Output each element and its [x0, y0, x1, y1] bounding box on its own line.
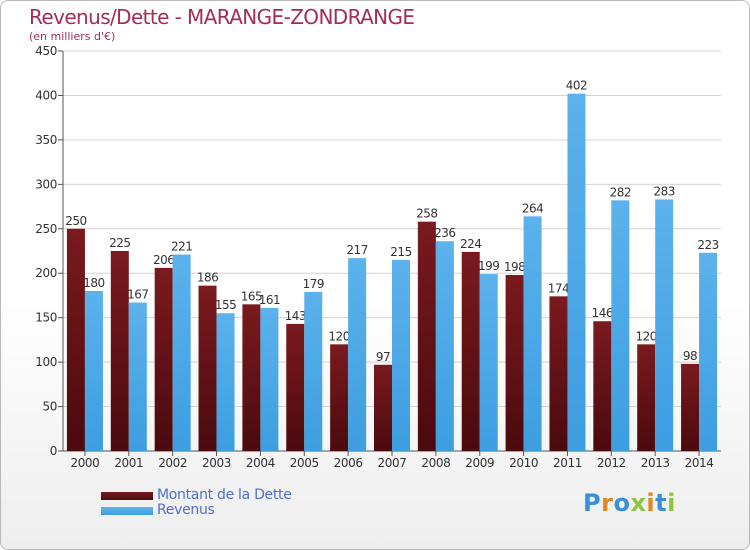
x-tick-label: 2001 — [114, 456, 143, 470]
x-tick-label: 2006 — [334, 456, 363, 470]
data-label-revenus: 179 — [303, 277, 324, 291]
bar-dette — [110, 251, 129, 451]
data-label-revenus: 223 — [697, 238, 718, 252]
bar-dette — [374, 364, 392, 451]
bar-dette — [417, 221, 436, 451]
y-tick-label: 50 — [43, 400, 57, 414]
bar-dette — [154, 267, 173, 451]
bar-dette — [505, 275, 524, 451]
data-label-revenus: 199 — [478, 259, 499, 273]
x-tick-label: 2009 — [465, 456, 494, 470]
data-label-dette: 224 — [460, 237, 481, 251]
bar-dette — [286, 323, 305, 451]
bar-revenus — [435, 241, 454, 451]
data-label-dette: 120 — [328, 329, 349, 343]
bar-revenus — [392, 259, 410, 451]
bar-revenus — [172, 254, 191, 451]
x-tick-label: 2008 — [421, 456, 450, 470]
chart-title: Revenus/Dette - MARANGE-ZONDRANGE — [29, 5, 415, 29]
data-label-revenus: 402 — [566, 79, 587, 93]
bar-revenus — [260, 307, 279, 451]
bar-dette — [681, 363, 700, 451]
x-tick-label: 2010 — [509, 456, 538, 470]
bar-dette — [461, 251, 480, 451]
bar-revenus — [523, 216, 542, 451]
data-label-dette: 146 — [592, 306, 613, 320]
bar-dette — [66, 228, 85, 451]
data-label-dette: 120 — [635, 329, 656, 343]
x-tick-label: 2011 — [553, 456, 582, 470]
y-tick-label: 350 — [35, 133, 57, 147]
data-label-revenus: 215 — [390, 245, 411, 259]
data-label-dette: 258 — [416, 207, 437, 221]
legend-swatch-dette — [101, 492, 153, 500]
bar-revenus — [216, 313, 235, 451]
data-label-dette: 98 — [683, 349, 697, 363]
bar-revenus — [479, 274, 498, 451]
x-tick-label: 2007 — [378, 456, 407, 470]
data-label-revenus: 180 — [83, 276, 104, 290]
chart-subtitle: (en milliers d'€) — [29, 30, 116, 43]
x-tick-label: 2013 — [641, 456, 670, 470]
data-label-revenus: 282 — [610, 185, 631, 199]
data-label-revenus: 283 — [653, 184, 674, 198]
bar-dette — [549, 296, 568, 451]
legend-swatch-revenus — [101, 507, 153, 515]
y-tick-label: 0 — [50, 444, 57, 458]
bar-dette — [242, 304, 261, 451]
x-tick-label: 2005 — [290, 456, 319, 470]
bar-revenus — [655, 199, 674, 451]
data-label-revenus: 236 — [434, 226, 455, 240]
data-label-dette: 165 — [241, 289, 262, 303]
bar-revenus — [567, 93, 586, 452]
bar-revenus — [84, 291, 103, 451]
data-label-dette: 206 — [153, 253, 174, 267]
x-tick-label: 2004 — [246, 456, 275, 470]
y-tick-label: 250 — [35, 222, 57, 236]
bar-dette — [330, 344, 349, 451]
data-label-revenus: 167 — [127, 288, 148, 302]
data-label-dette: 198 — [504, 260, 525, 274]
x-tick-label: 2002 — [158, 456, 187, 470]
bar-revenus — [128, 302, 147, 451]
x-tick-label: 2012 — [597, 456, 626, 470]
x-tick-label: 2003 — [202, 456, 231, 470]
bar-dette — [593, 321, 612, 451]
data-label-dette: 225 — [109, 236, 130, 250]
legend-label-dette: Montant de la Dette — [157, 487, 292, 503]
data-label-revenus: 264 — [522, 201, 543, 215]
data-label-revenus: 217 — [346, 243, 367, 257]
y-tick-label: 400 — [35, 88, 57, 102]
y-tick-label: 450 — [35, 44, 57, 58]
x-tick-label: 2000 — [70, 456, 99, 470]
data-label-dette: 97 — [376, 350, 390, 364]
data-label-dette: 186 — [197, 271, 218, 285]
y-tick-label: 100 — [35, 355, 57, 369]
data-label-dette: 250 — [65, 214, 86, 228]
legend-label-revenus: Revenus — [157, 502, 215, 518]
proxiti-logo: Proxiti — [583, 489, 676, 517]
bar-revenus — [699, 252, 718, 451]
y-tick-label: 200 — [35, 266, 57, 280]
bar-dette — [198, 285, 217, 451]
data-label-revenus: 221 — [171, 240, 192, 254]
data-label-revenus: 155 — [215, 298, 236, 312]
y-tick-label: 150 — [35, 311, 57, 325]
bar-dette — [637, 344, 656, 451]
data-label-revenus: 161 — [259, 293, 280, 307]
bar-revenus — [611, 200, 630, 451]
bar-revenus — [304, 291, 323, 451]
x-tick-label: 2014 — [685, 456, 714, 470]
bar-revenus — [348, 258, 367, 451]
y-tick-label: 300 — [35, 177, 57, 191]
data-label-dette: 174 — [548, 281, 569, 295]
data-label-dette: 143 — [285, 309, 306, 323]
